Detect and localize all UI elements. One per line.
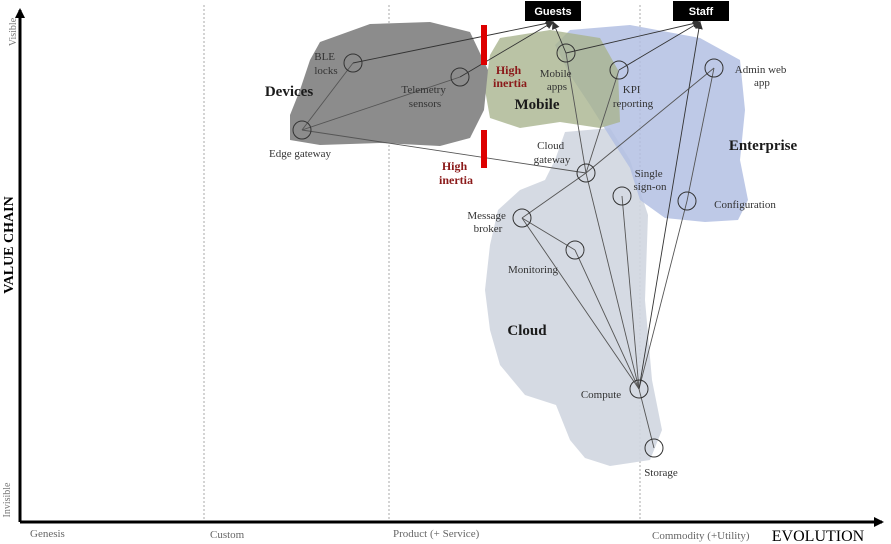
label-edge-gateway: Edge gateway — [269, 148, 331, 160]
stage-product: Product (+ Service) — [393, 528, 480, 540]
label-message-broker: Message broker — [467, 210, 508, 235]
stage-genesis: Genesis — [30, 528, 65, 540]
node-edge-gateway[interactable] — [292, 120, 312, 140]
link-mobile-staff — [565, 19, 701, 54]
label-admin-web-app: Admin web app — [735, 64, 789, 89]
inertia-label-bottom: High inertia — [439, 159, 473, 187]
inertia-label-top: High inertia — [493, 63, 527, 90]
label-cloud-gateway: Cloud gateway — [534, 140, 571, 166]
label-configuration: Configuration — [714, 199, 776, 211]
user-links — [352, 19, 703, 390]
node-monitoring[interactable] — [565, 240, 585, 260]
link-monitoring-compute — [574, 249, 640, 390]
node-mobile-apps[interactable] — [556, 43, 576, 63]
region-label-enterprise: Enterprise — [729, 138, 798, 154]
label-kpi-reporting: KPI reporting — [613, 84, 654, 110]
link-edge-telemetry — [301, 76, 461, 131]
region-label-cloud: Cloud — [507, 323, 547, 339]
stage-commodity: Commodity (+Utility) — [652, 530, 750, 542]
node-admin-web-app[interactable] — [704, 58, 724, 78]
link-broker-monitoring — [521, 217, 576, 251]
region-mobile — [485, 30, 620, 128]
node-cloud-gateway[interactable] — [576, 163, 596, 183]
link-cloudgw-compute — [585, 172, 640, 390]
node-ble-locks[interactable] — [343, 53, 363, 73]
dependency-links — [301, 52, 715, 449]
inertia-bar-bottom — [481, 130, 487, 168]
user-staff-box[interactable] — [673, 1, 729, 21]
node-configuration[interactable] — [677, 191, 697, 211]
link-config-compute — [638, 200, 688, 390]
label-storage: Storage — [644, 467, 678, 479]
label-single-sign-on: Single sign-on — [634, 168, 668, 193]
node-kpi-reporting[interactable] — [609, 60, 629, 80]
link-broker-compute — [521, 217, 640, 390]
link-mobile-cloudgw — [565, 52, 587, 174]
link-ble-guests — [352, 19, 554, 64]
inertia-bar-top — [481, 25, 487, 65]
link-edge-cloudgw — [301, 129, 587, 174]
node-single-sign-on[interactable] — [612, 186, 632, 206]
link-cloudgw-broker — [521, 172, 587, 219]
link-mobile-guests — [552, 21, 567, 54]
region-devices — [290, 22, 488, 146]
link-kpi-cloudgw — [585, 69, 620, 174]
node-compute[interactable] — [629, 379, 649, 399]
x-axis-label: EVOLUTION — [772, 528, 865, 544]
region-label-mobile: Mobile — [515, 97, 560, 113]
node-telemetry-sensors[interactable] — [450, 67, 470, 87]
component-nodes — [292, 43, 724, 458]
label-compute: Compute — [581, 389, 621, 401]
link-sso-compute — [621, 195, 640, 390]
label-telemetry-sensors: Telemetry sensors — [401, 84, 448, 110]
y-axis-label: VALUE CHAIN — [2, 196, 17, 293]
label-mobile-apps: Mobile apps — [540, 68, 575, 93]
user-guests-label: Guests — [534, 6, 571, 18]
link-edge-ble — [301, 62, 354, 131]
link-admin-cloudgw — [585, 67, 715, 174]
label-monitoring: Monitoring — [508, 264, 559, 276]
y-invisible-label: Invisible — [2, 482, 13, 518]
user-guests-box[interactable] — [525, 1, 581, 21]
region-label-devices: Devices — [265, 84, 313, 100]
user-staff-label: Staff — [689, 6, 714, 18]
link-compute-storage — [638, 388, 655, 449]
stage-custom: Custom — [210, 529, 245, 541]
node-storage[interactable] — [644, 438, 664, 458]
link-telemetry-guests — [459, 21, 554, 78]
node-message-broker[interactable] — [512, 208, 532, 228]
link-compute-staff — [638, 21, 703, 390]
link-admin-config — [686, 67, 715, 202]
label-ble-locks: BLE locks — [314, 51, 338, 77]
link-kpi-staff — [618, 21, 701, 71]
y-visible-label: Visible — [8, 17, 19, 46]
